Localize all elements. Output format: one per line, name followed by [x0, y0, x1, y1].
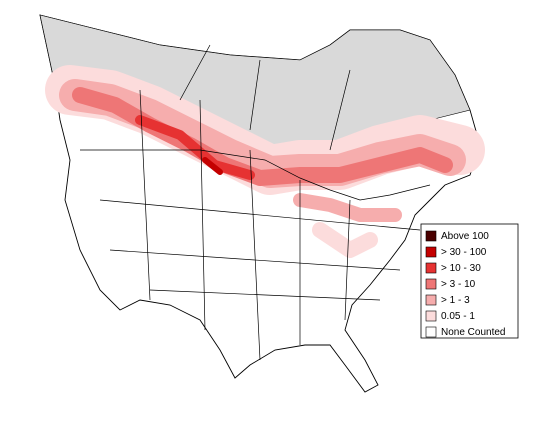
- legend-label: > 1 - 3: [441, 295, 470, 306]
- legend-swatch: [425, 326, 437, 338]
- legend-label: Above 100: [441, 231, 489, 242]
- legend-label: 0.05 - 1: [441, 311, 475, 322]
- legend: Above 100 > 30 - 100 > 10 - 30 > 3 - 10 > 1 …: [420, 223, 519, 339]
- legend-swatch: [425, 310, 437, 322]
- boundaries: [80, 44, 431, 361]
- legend-label: > 3 - 10: [441, 279, 476, 290]
- legend-swatch: [425, 262, 437, 274]
- legend-swatch: [425, 230, 437, 242]
- legend-swatch: [425, 294, 437, 306]
- legend-label: > 30 - 100: [441, 247, 487, 258]
- legend-box: [420, 223, 519, 339]
- legend-label: > 10 - 30: [441, 263, 481, 274]
- legend-swatch: [425, 246, 437, 258]
- abundance-area: [45, 65, 485, 258]
- legend-label: None Counted: [441, 327, 506, 338]
- legend-swatch: [425, 278, 437, 290]
